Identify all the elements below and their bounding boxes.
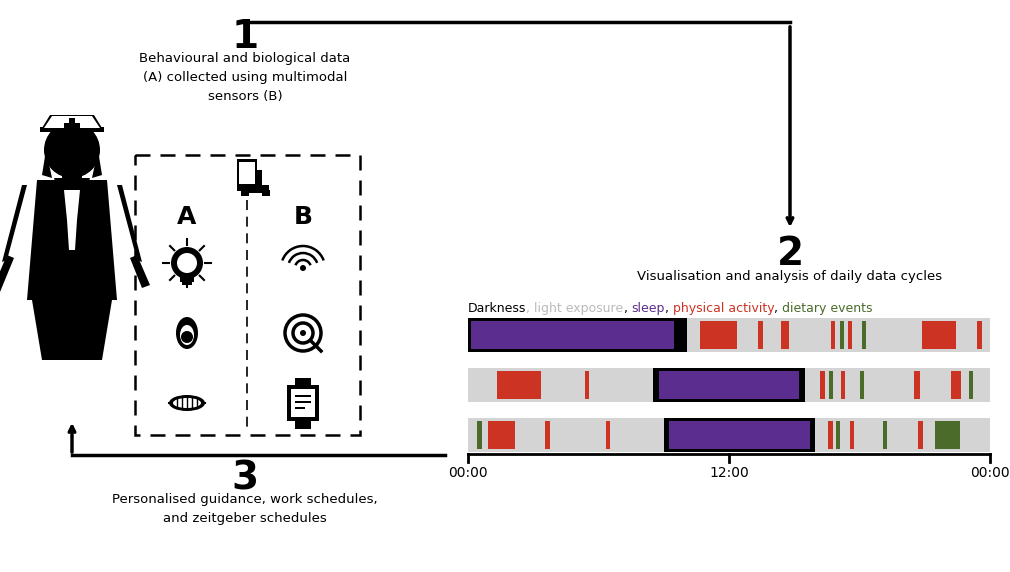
Text: 1: 1 <box>231 18 259 56</box>
Polygon shape <box>92 150 102 178</box>
Bar <box>841 371 845 399</box>
Polygon shape <box>2 185 27 262</box>
Polygon shape <box>130 255 150 288</box>
Circle shape <box>177 253 197 273</box>
Text: 12:00: 12:00 <box>709 466 748 480</box>
Bar <box>669 421 810 449</box>
Bar <box>241 190 249 196</box>
Bar <box>848 321 851 349</box>
Ellipse shape <box>176 317 198 349</box>
Bar <box>781 321 789 349</box>
Bar <box>468 418 990 452</box>
Bar <box>468 318 687 352</box>
Bar <box>850 421 853 449</box>
Polygon shape <box>44 116 100 128</box>
Text: B: B <box>294 205 312 229</box>
Bar <box>977 321 982 349</box>
Bar <box>828 421 833 449</box>
Bar <box>468 318 990 352</box>
Bar <box>829 371 833 399</box>
Bar <box>606 421 610 449</box>
Text: , light exposure: , light exposure <box>526 302 623 315</box>
Text: 00:00: 00:00 <box>448 466 488 480</box>
Polygon shape <box>27 180 117 360</box>
Text: Behavioural and biological data
(A) collected using multimodal
sensors (B): Behavioural and biological data (A) coll… <box>139 52 350 103</box>
Bar <box>664 418 815 452</box>
Bar <box>287 385 319 421</box>
Polygon shape <box>67 220 77 250</box>
Bar <box>182 281 192 285</box>
Circle shape <box>44 122 100 178</box>
Bar <box>262 190 270 196</box>
Bar <box>248 185 269 193</box>
Polygon shape <box>40 127 104 132</box>
Bar <box>586 371 589 399</box>
Bar <box>935 421 959 449</box>
Text: ,: , <box>665 302 673 315</box>
Bar <box>883 421 887 449</box>
Ellipse shape <box>180 325 194 345</box>
Bar <box>295 378 311 386</box>
Bar <box>922 321 956 349</box>
Bar <box>64 123 80 128</box>
Polygon shape <box>42 115 102 128</box>
Bar <box>295 401 311 403</box>
Bar <box>820 371 824 399</box>
Bar <box>659 371 800 399</box>
Circle shape <box>300 265 306 271</box>
Circle shape <box>300 330 306 336</box>
Bar <box>295 407 305 409</box>
Bar <box>653 368 805 402</box>
Bar <box>471 321 675 349</box>
Bar <box>295 395 311 397</box>
Bar <box>69 118 75 132</box>
Bar <box>836 421 840 449</box>
Text: dietary events: dietary events <box>783 302 873 315</box>
Bar <box>839 321 843 349</box>
Polygon shape <box>64 190 80 220</box>
Polygon shape <box>54 178 90 195</box>
Bar <box>180 277 194 282</box>
Text: ,: , <box>623 302 631 315</box>
Bar <box>244 188 250 191</box>
Bar <box>970 371 974 399</box>
Bar <box>918 421 923 449</box>
Text: Darkness: Darkness <box>468 302 526 315</box>
Bar <box>545 421 550 449</box>
Bar <box>295 421 311 429</box>
Ellipse shape <box>169 395 205 411</box>
Text: 3: 3 <box>231 460 259 498</box>
Bar <box>478 421 482 449</box>
Bar <box>488 421 515 449</box>
Bar <box>62 172 82 184</box>
Bar <box>863 321 867 349</box>
Bar <box>255 170 262 188</box>
Text: sleep: sleep <box>631 302 665 315</box>
Circle shape <box>181 331 193 343</box>
Bar <box>950 371 962 399</box>
Ellipse shape <box>173 398 201 408</box>
Bar <box>914 371 919 399</box>
Text: Personalised guidance, work schedules,
and zeitgeber schedules: Personalised guidance, work schedules, a… <box>112 493 378 525</box>
Bar <box>758 321 763 349</box>
Bar <box>135 155 360 435</box>
Bar <box>700 321 737 349</box>
Text: 2: 2 <box>777 235 804 273</box>
Polygon shape <box>42 150 52 178</box>
Bar <box>291 389 315 417</box>
Polygon shape <box>0 255 14 292</box>
Text: physical activity: physical activity <box>673 302 775 315</box>
Text: A: A <box>178 205 197 229</box>
Text: 00:00: 00:00 <box>971 466 1010 480</box>
Bar <box>468 368 990 402</box>
Text: Visualisation and analysis of daily data cycles: Visualisation and analysis of daily data… <box>637 270 942 283</box>
Text: ,: , <box>775 302 783 315</box>
Polygon shape <box>117 185 142 262</box>
Bar <box>860 371 864 399</box>
Bar <box>831 321 835 349</box>
Bar <box>497 371 541 399</box>
Bar <box>237 159 257 191</box>
Bar <box>239 162 255 184</box>
Circle shape <box>171 247 203 279</box>
